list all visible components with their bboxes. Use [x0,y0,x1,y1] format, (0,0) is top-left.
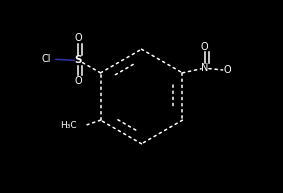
Text: O: O [74,33,82,43]
Text: O: O [201,42,209,52]
Text: N: N [201,63,208,73]
Text: O: O [74,76,82,85]
Text: H₃C: H₃C [60,121,76,130]
Text: Cl: Cl [42,54,51,64]
Text: O: O [223,65,231,75]
Text: S: S [75,55,82,65]
